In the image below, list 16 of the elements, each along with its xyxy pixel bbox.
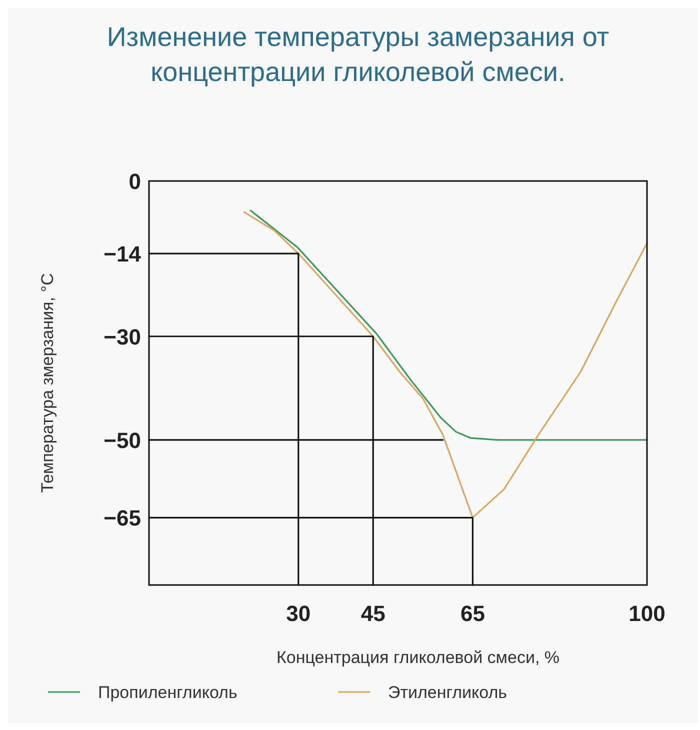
legend-label: Пропиленгликоль	[98, 683, 238, 702]
chart-title: Изменение температуры замерзания от концентрации гликолевой смеси.	[106, 22, 610, 87]
y-tick-label: −50	[104, 428, 141, 453]
x-axis-title: Концентрация гликолевой смеси, %	[276, 648, 560, 667]
x-tick-label: 100	[628, 601, 666, 626]
x-tick-label: 45	[360, 601, 386, 626]
y-axis-title: Температура змерзания, °C	[38, 273, 57, 493]
line-series	[250, 210, 648, 441]
y-tick-label: −30	[104, 324, 141, 350]
x-tick-label: 65	[460, 601, 485, 626]
line-series	[243, 211, 648, 518]
x-tick-label: 30	[286, 601, 311, 626]
y-tick-label: −65	[104, 506, 141, 531]
y-tick-label: −14	[104, 242, 142, 267]
legend-label: Этиленгликоль	[388, 683, 508, 702]
y-tick-label: 0	[128, 169, 141, 194]
